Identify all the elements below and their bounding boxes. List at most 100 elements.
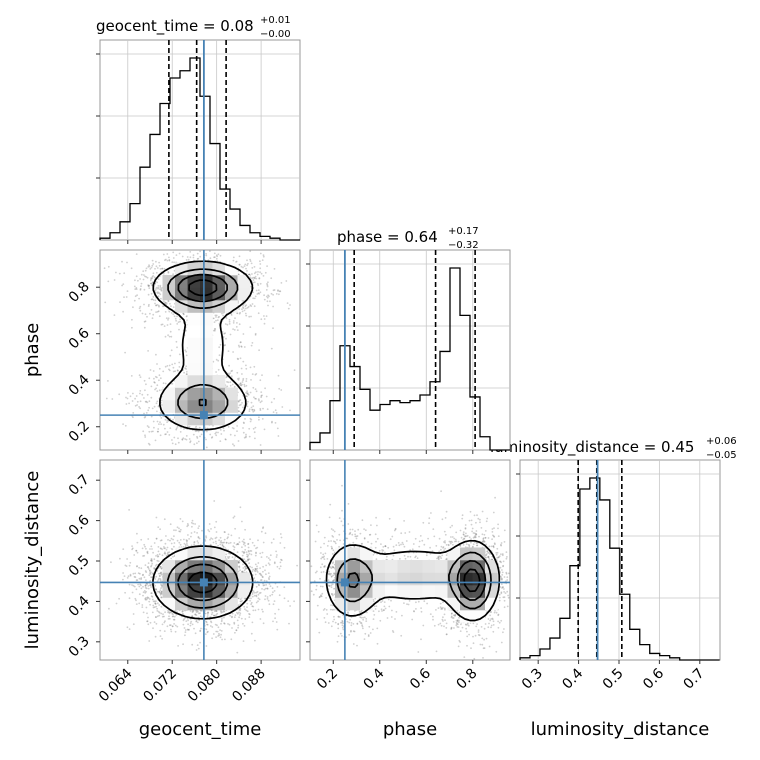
scatter-point bbox=[154, 603, 157, 605]
scatter-point bbox=[259, 401, 262, 404]
scatter-point bbox=[167, 539, 169, 541]
scatter-point bbox=[175, 340, 178, 343]
scatter-point bbox=[249, 304, 252, 307]
scatter-point bbox=[156, 420, 159, 423]
scatter-point bbox=[248, 427, 251, 430]
scatter-point bbox=[147, 587, 150, 590]
scatter-point bbox=[261, 608, 263, 611]
scatter-point bbox=[155, 260, 157, 263]
scatter-point bbox=[231, 427, 234, 429]
scatter-point bbox=[277, 289, 279, 291]
scatter-point bbox=[152, 430, 154, 433]
scatter-point bbox=[168, 259, 171, 261]
scatter-point bbox=[163, 630, 166, 632]
scatter-point bbox=[155, 271, 158, 274]
scatter-point bbox=[274, 409, 277, 412]
scatter-point bbox=[217, 431, 219, 434]
scatter-point bbox=[178, 527, 180, 530]
scatter-point bbox=[218, 354, 221, 357]
scatter-point bbox=[155, 353, 157, 356]
scatter-point bbox=[133, 585, 136, 588]
scatter-point bbox=[178, 353, 181, 356]
scatter-point bbox=[149, 603, 152, 606]
scatter-point bbox=[232, 320, 235, 322]
scatter-point bbox=[135, 288, 138, 290]
scatter-point bbox=[189, 622, 192, 625]
scatter-point bbox=[134, 572, 137, 575]
scatter-point bbox=[238, 404, 241, 407]
scatter-point bbox=[254, 554, 257, 557]
scatter-point bbox=[257, 398, 260, 401]
scatter-point bbox=[263, 298, 266, 301]
scatter-point bbox=[232, 427, 235, 430]
scatter-point bbox=[128, 564, 131, 567]
scatter-point bbox=[129, 561, 132, 564]
scatter-point bbox=[173, 436, 176, 439]
scatter-point bbox=[188, 425, 191, 428]
scatter-point bbox=[265, 584, 267, 586]
scatter-point bbox=[135, 395, 138, 397]
scatter-point bbox=[147, 409, 150, 412]
scatter-point bbox=[249, 420, 252, 423]
scatter-point bbox=[192, 522, 195, 525]
scatter-point bbox=[151, 276, 154, 278]
scatter-point bbox=[250, 418, 253, 421]
scatter-point bbox=[196, 621, 199, 624]
scatter-point bbox=[189, 441, 192, 444]
scatter-point bbox=[223, 616, 225, 619]
scatter-point bbox=[173, 615, 176, 618]
scatter-point bbox=[230, 638, 233, 641]
scatter-point bbox=[247, 400, 249, 403]
scatter-point bbox=[179, 320, 181, 323]
scatter-point bbox=[268, 575, 271, 578]
scatter-point bbox=[160, 297, 162, 300]
scatter-point bbox=[165, 302, 168, 304]
scatter-point bbox=[255, 568, 257, 570]
scatter-point bbox=[164, 301, 167, 304]
scatter-point bbox=[260, 396, 263, 399]
scatter-point bbox=[252, 590, 255, 593]
scatter-point bbox=[248, 552, 251, 555]
scatter-point bbox=[262, 610, 264, 613]
scatter-point bbox=[217, 316, 220, 319]
scatter-point bbox=[250, 406, 253, 409]
scatter-point bbox=[280, 536, 283, 539]
scatter-point bbox=[259, 379, 262, 382]
scatter-point bbox=[160, 417, 163, 419]
scatter-point bbox=[262, 407, 264, 410]
scatter-point bbox=[242, 622, 244, 625]
scatter-point bbox=[171, 439, 173, 441]
scatter-point bbox=[159, 421, 161, 423]
title-geocent-time-sup: +0.01 bbox=[260, 15, 291, 26]
scatter-point bbox=[247, 549, 250, 552]
scatter-point bbox=[247, 546, 250, 549]
scatter-point bbox=[191, 643, 194, 646]
scatter-point bbox=[153, 606, 156, 608]
scatter-point bbox=[173, 529, 175, 532]
scatter-point bbox=[217, 253, 220, 256]
scatter-point bbox=[155, 265, 158, 268]
scatter-point bbox=[138, 297, 141, 300]
scatter-point bbox=[196, 442, 198, 444]
scatter-point bbox=[244, 608, 246, 610]
scatter-point bbox=[170, 349, 173, 352]
scatter-point bbox=[170, 312, 173, 314]
scatter-point bbox=[253, 365, 256, 368]
scatter-point bbox=[242, 543, 245, 546]
scatter-point bbox=[155, 616, 157, 618]
scatter-point bbox=[211, 436, 214, 438]
scatter-point bbox=[139, 309, 142, 312]
scatter-point bbox=[289, 605, 291, 607]
scatter-point bbox=[252, 427, 255, 430]
scatter-point bbox=[244, 528, 247, 531]
scatter-point bbox=[188, 438, 191, 440]
scatter-point bbox=[215, 257, 218, 260]
scatter-point bbox=[241, 308, 243, 310]
scatter-point bbox=[266, 284, 269, 286]
scatter-point bbox=[255, 594, 258, 597]
scatter-point bbox=[164, 365, 167, 368]
scatter-point bbox=[255, 289, 258, 292]
scatter-point bbox=[273, 289, 276, 291]
scatter-point bbox=[145, 383, 147, 386]
scatter-point bbox=[240, 345, 243, 348]
